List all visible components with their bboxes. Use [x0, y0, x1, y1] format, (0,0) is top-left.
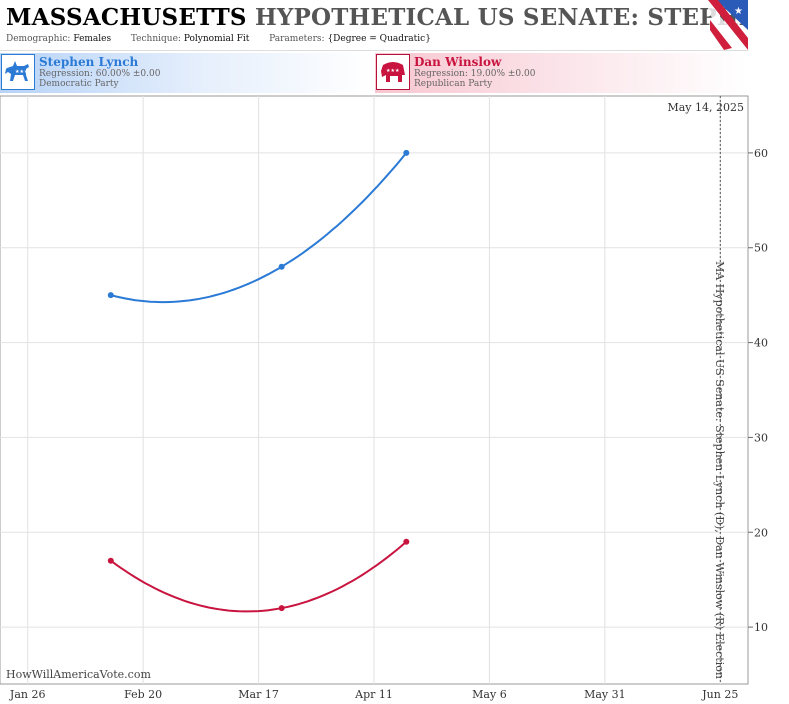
data-point [403, 538, 410, 545]
y-tick-label: 50 [754, 242, 768, 255]
svg-text:★: ★ [734, 6, 743, 17]
candidate-party: Democratic Party [39, 79, 119, 89]
candidate-card-democrat: ★★★ Stephen Lynch Regression: 60.00% ±0.… [0, 53, 372, 93]
y-tick-label: 10 [754, 621, 768, 634]
data-point [107, 557, 114, 564]
x-tick-label: Jan 26 [9, 688, 46, 701]
y-tick-label: 30 [754, 431, 768, 444]
chart-subtitle: Demographic: Females Technique: Polynomi… [6, 34, 431, 44]
axes: Jan 26 Feb 20 Mar 17 Apr 11 May 6 May 31 Jun 2… [9, 96, 768, 701]
title-bar: MASSACHUSETTS HYPOTHETICAL US SENATE: ST… [0, 0, 748, 51]
title-state: MASSACHUSETTS [6, 4, 247, 31]
title-race: HYPOTHETICAL US SENATE: STEPHEN LYNCH [254, 4, 748, 31]
series-layer [107, 149, 410, 613]
parameters-value: {Degree = Quadratic} [327, 34, 431, 44]
candidate-regression: Regression: 60.00% ±0.00 [39, 69, 161, 79]
grid [0, 96, 748, 684]
data-point [107, 292, 114, 299]
y-tick-label: 40 [754, 337, 768, 350]
flag-logo-icon: ★ [708, 0, 748, 50]
watermark: HowWillAmericaVote.com [6, 668, 151, 681]
x-tick-label: Jun 25 [701, 688, 738, 701]
y-axis-label: MA Hypothetical US Senate: Stephen Lynch… [713, 261, 726, 679]
date-label: May 14, 2025 [667, 101, 744, 114]
x-tick-label: Apr 11 [354, 688, 393, 701]
x-tick-label: May 6 [472, 688, 507, 701]
technique-value: Polynomial Fit [183, 34, 250, 44]
x-tick-label: Feb 20 [124, 688, 162, 701]
technique-label: Technique: [130, 34, 181, 44]
series-line-dan-winslow [110, 540, 407, 613]
svg-text:★★★: ★★★ [15, 69, 29, 75]
parameters-label: Parameters: [269, 34, 325, 44]
demographic-label: Demographic: [6, 34, 71, 44]
demographic-value: Females [73, 34, 112, 44]
candidate-party: Republican Party [414, 79, 493, 89]
x-tick-label: Mar 17 [238, 688, 279, 701]
series-line-stephen-lynch [110, 152, 408, 304]
chart-title: MASSACHUSETTS HYPOTHETICAL US SENATE: ST… [6, 4, 748, 31]
data-point [278, 263, 285, 270]
y-tick-label: 20 [754, 526, 768, 539]
candidate-name: Dan Winslow [414, 55, 502, 69]
candidate-card-republican: ★★★ Dan Winslow Regression: 19.00% ±0.00… [375, 53, 747, 93]
data-point [403, 149, 410, 156]
data-point [278, 605, 285, 612]
y-tick-label: 60 [754, 147, 768, 160]
x-tick-label: May 31 [584, 688, 626, 701]
candidate-name: Stephen Lynch [39, 55, 139, 69]
candidate-regression: Regression: 19.00% ±0.00 [414, 69, 536, 79]
elephant-icon: ★★★ [376, 54, 410, 90]
donkey-icon: ★★★ [1, 54, 35, 90]
svg-text:★★★: ★★★ [386, 68, 400, 74]
